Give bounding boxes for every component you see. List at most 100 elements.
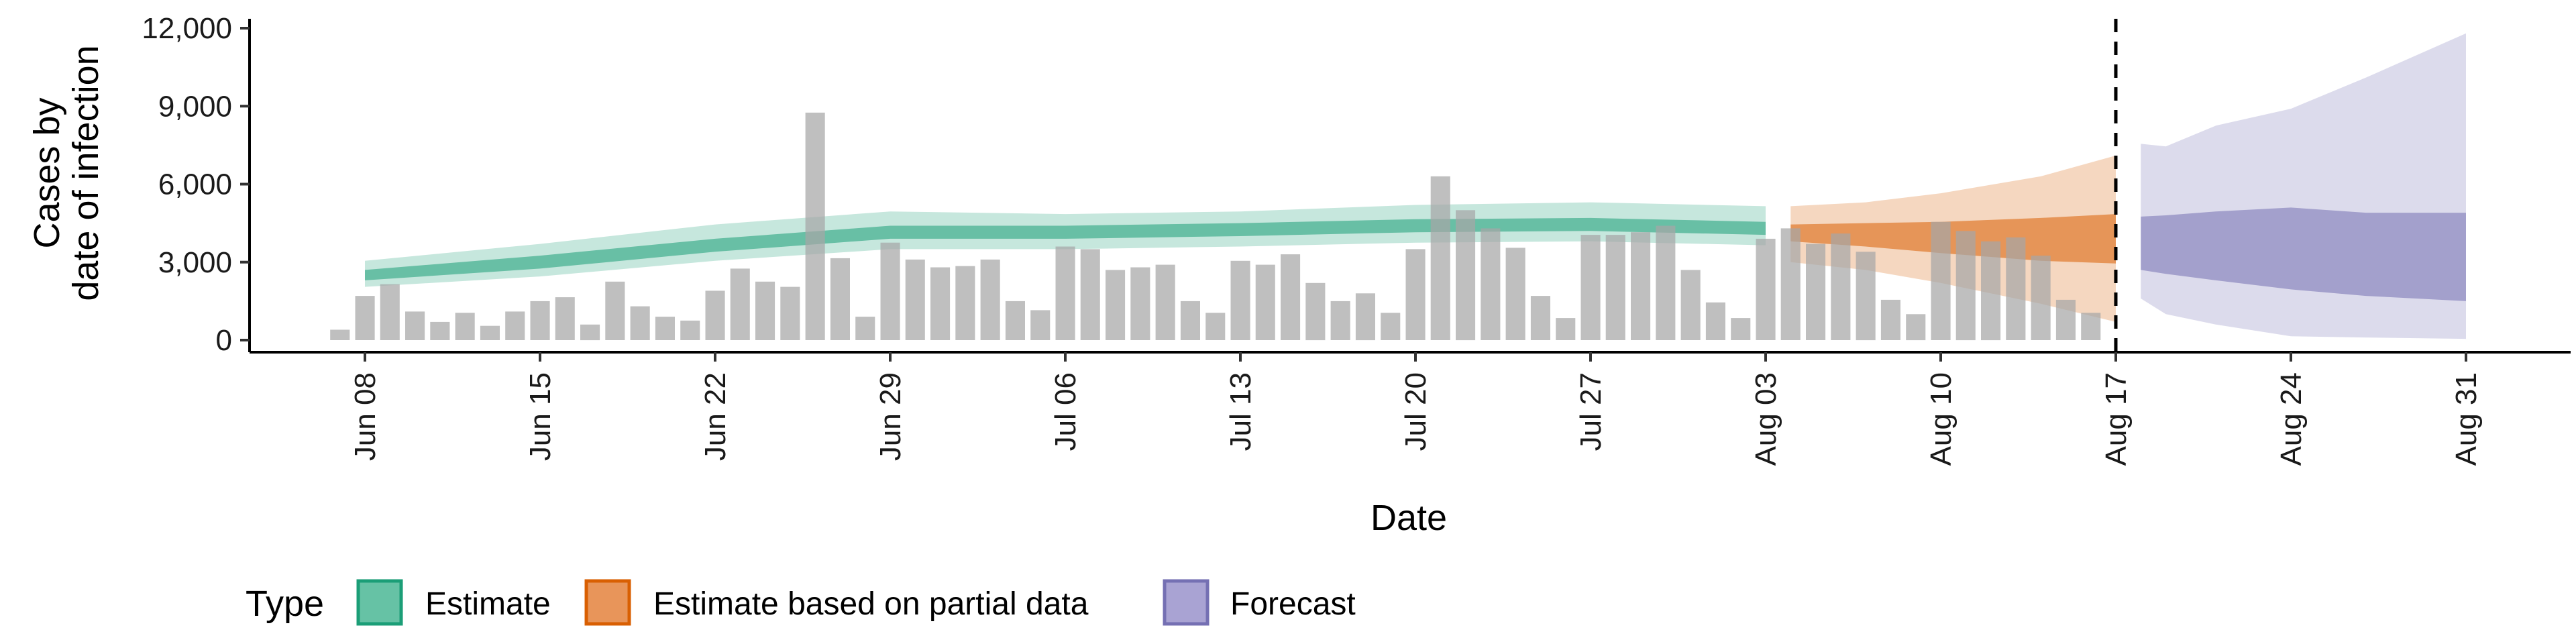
bar (930, 267, 951, 340)
bar (730, 268, 750, 340)
legend-label-estimate: Estimate (425, 586, 551, 622)
legend-swatch-partial (584, 579, 631, 626)
bar (1656, 225, 1676, 340)
bar (1605, 235, 1625, 340)
bar (1906, 314, 1926, 341)
x-tick-label: Jun 08 (349, 372, 382, 461)
bar (1255, 264, 1275, 340)
bar (455, 313, 475, 340)
x-tick-label: Jul 27 (1574, 372, 1607, 451)
bar (480, 325, 500, 340)
bar (1880, 299, 1900, 340)
bar (780, 286, 800, 340)
x-tick-label: Jun 15 (524, 372, 557, 461)
y-tick-label: 9,000 (158, 90, 232, 123)
bar (1130, 267, 1150, 340)
y-ticks: 0 3,000 6,000 9,000 12,000 (142, 12, 250, 357)
bar (1856, 252, 1876, 341)
bar (755, 281, 775, 340)
bar (2031, 256, 2051, 340)
bar (1806, 244, 1826, 340)
y-tick-label: 12,000 (142, 12, 232, 45)
y-tick-label: 0 (216, 324, 232, 357)
bar (1981, 241, 2001, 341)
bar (1230, 260, 1250, 340)
y-axis-title-line2: date of infection (66, 45, 106, 301)
bar (1955, 231, 1976, 341)
legend-swatch-estimate (356, 579, 403, 626)
bar (1456, 210, 1476, 341)
bar (1080, 249, 1100, 340)
bar (905, 259, 925, 340)
bar (1330, 301, 1350, 340)
bars-layer (330, 112, 2101, 341)
bar (805, 112, 825, 340)
bar (2006, 237, 2026, 340)
ribbon-inner-estimate (365, 217, 1766, 280)
bar (505, 311, 525, 340)
bar (1780, 228, 1801, 340)
y-axis-title-line1: Cases by (27, 97, 67, 248)
y-tick-label: 6,000 (158, 168, 232, 201)
x-tick-label: Jun 29 (874, 372, 907, 461)
bar (1205, 313, 1226, 340)
bar (1030, 310, 1051, 340)
bar (1731, 318, 1751, 340)
ribbon-inner-estimate-based-on-partial-data (1790, 214, 2116, 264)
legend-label-forecast: Forecast (1230, 586, 1356, 622)
x-ticks: Jun 08 Jun 15 Jun 22 Jun 29 Jul 06 Jul 13 Jul … (349, 352, 2483, 466)
bar (1705, 302, 1725, 340)
bar (705, 290, 725, 340)
bar (830, 258, 850, 340)
bar (530, 301, 550, 340)
bar (605, 281, 625, 340)
bar (1055, 246, 1075, 340)
bar (1556, 318, 1576, 340)
bar (380, 284, 400, 340)
x-tick-label: Jul 20 (1399, 372, 1432, 451)
bar (1505, 248, 1525, 340)
bar (1005, 301, 1025, 340)
bar (1631, 232, 1651, 340)
bar (1756, 238, 1776, 340)
y-tick-label: 3,000 (158, 246, 232, 279)
bar (1405, 249, 1426, 340)
bar (1430, 176, 1450, 340)
x-tick-label: Aug 03 (1750, 372, 1782, 466)
x-axis-title: Date (1371, 498, 1447, 538)
bar (630, 306, 650, 340)
bar (980, 259, 1000, 340)
bar (955, 266, 975, 340)
bar (1281, 254, 1301, 340)
bar (1931, 221, 1951, 340)
x-tick-label: Aug 17 (2100, 372, 2133, 466)
legend-label-partial: Estimate based on partial data (653, 586, 1089, 622)
bar (555, 297, 575, 340)
x-tick-label: Jul 13 (1224, 372, 1257, 451)
bar (430, 321, 450, 340)
bar (880, 242, 900, 340)
bar (405, 311, 425, 340)
x-tick-label: Jun 22 (699, 372, 732, 461)
bar (1106, 270, 1126, 340)
bar (680, 320, 700, 340)
bar (655, 317, 675, 340)
bar (580, 324, 600, 341)
bar (1305, 282, 1326, 341)
legend-swatch-forecast (1163, 579, 1210, 626)
bar (855, 317, 875, 340)
bar (1381, 313, 1401, 340)
legend-title: Type (246, 584, 324, 624)
x-tick-label: Aug 31 (2450, 372, 2483, 466)
bar (1831, 233, 1851, 340)
bar (1481, 228, 1501, 340)
x-tick-label: Aug 10 (1925, 372, 1957, 466)
bar (1580, 235, 1601, 340)
bar (2055, 299, 2076, 340)
bar (1530, 296, 1550, 340)
legend: Type Estimate Estimate based on partial … (246, 579, 1356, 626)
ribbon-inner-forecast (2141, 207, 2466, 301)
bar (1180, 301, 1200, 340)
x-tick-label: Jul 06 (1049, 372, 1082, 451)
